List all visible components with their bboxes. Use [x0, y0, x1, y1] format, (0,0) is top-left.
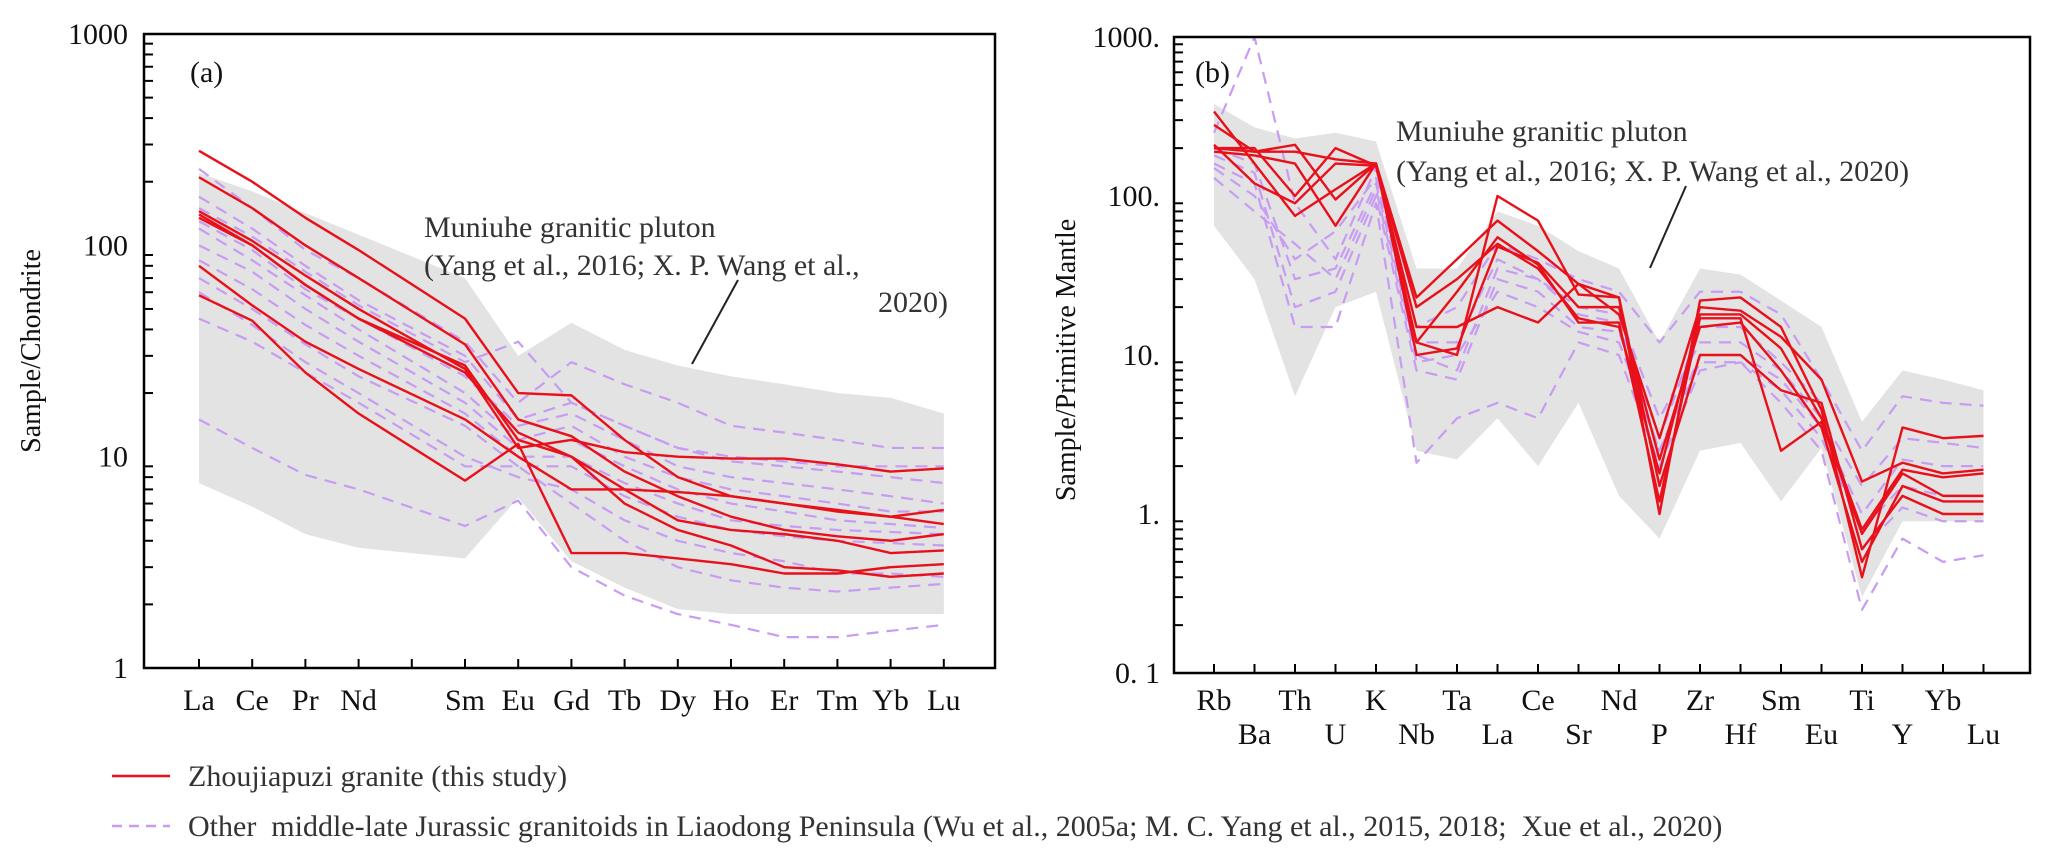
- panel-a-red-line-3: [198, 210, 944, 473]
- panel-a-y-axis: 1 10 100 1000: [68, 18, 153, 685]
- panel-b-muniuhe-envelope: [1214, 103, 1984, 598]
- panel-b-annotation-leader: [1649, 185, 1687, 269]
- panel-a-x-axis: La Ce Pr Nd Sm Eu Gd Tb Dy Ho Er Tm Yb Lu: [183, 659, 960, 717]
- legend-item-zhoujiapuzi: Zhoujiapuzi granite (this study): [112, 760, 567, 793]
- panel-a-x-tick-label: Tm: [817, 684, 859, 717]
- panel-b-y-axis: 0. 1 1. 10. 100. 1000.: [1093, 21, 1183, 690]
- panel-b-purple-line-1: [1212, 35, 1984, 452]
- panel-b-x-tick-label: U: [1325, 718, 1347, 751]
- panel-b-y-tick-label: 0. 1: [1115, 657, 1160, 690]
- legend: Zhoujiapuzi granite (this study) Other m…: [112, 760, 1722, 843]
- panel-a-red-line-5: [198, 264, 944, 526]
- panel-a-purple-line-1: [198, 168, 944, 450]
- panel-b-x-tick-label: Ti: [1849, 684, 1875, 717]
- panel-b-y-tick-label: 100.: [1108, 180, 1161, 213]
- panel-a-red-line-1: [198, 149, 944, 518]
- panel-a-purple-line-10: [198, 418, 944, 639]
- panel-a-red-line-6: [198, 294, 944, 575]
- panel-a-y-tick-label: 1: [113, 652, 128, 685]
- panel-b-x-tick-label: Lu: [1967, 718, 2000, 751]
- panel-a-y-tick-label: 100: [83, 229, 128, 262]
- panel-b-purple-line-6: [1213, 177, 1984, 611]
- panel-a-red-series-layer: [198, 149, 944, 579]
- panel-a-x-tick-label: Pr: [292, 684, 319, 717]
- panel-b: Muniuhe granitic pluton (Yang et al., 20…: [1051, 21, 2032, 751]
- panel-a-purple-line-3: [198, 220, 944, 505]
- panel-b-annotation: Muniuhe granitic pluton (Yang et al., 20…: [1396, 115, 1909, 269]
- panel-a-frame: [142, 32, 997, 670]
- panel-b-x-tick-label: Hf: [1725, 718, 1757, 751]
- panel-a: Muniuhe granitic pluton (Yang et al., 20…: [16, 18, 997, 717]
- panel-b-red-line-2: [1213, 123, 1984, 483]
- panel-a-annotation-line2: (Yang et al., 2016; X. P. Wang et al.,: [424, 249, 860, 282]
- panel-a-purple-line-9: [198, 317, 944, 593]
- panel-a-annotation: Muniuhe granitic pluton (Yang et al., 20…: [424, 211, 948, 365]
- panel-a-red-line-7: [198, 216, 944, 579]
- panel-b-y-tick-label: 1.: [1138, 498, 1161, 531]
- panel-a-label: (a): [190, 56, 223, 89]
- panel-b-x-tick-label: K: [1365, 684, 1387, 717]
- panel-a-y-axis-title: Sample/Chondrite: [16, 249, 47, 453]
- panel-a-y-tick-label: 10: [98, 441, 128, 474]
- panel-a-x-tick-label: Yb: [872, 684, 909, 717]
- panel-a-x-tick-label: Eu: [502, 684, 535, 717]
- panel-b-x-tick-label: Sr: [1565, 718, 1592, 751]
- panel-b-x-tick-label: P: [1651, 718, 1668, 751]
- panel-b-red-line-4: [1213, 150, 1984, 564]
- panel-a-annotation-line3: 2020): [878, 286, 948, 319]
- panel-b-x-tick-label: Ba: [1238, 718, 1271, 751]
- panel-a-x-tick-label: Er: [770, 684, 798, 717]
- panel-a-x-tick-label: Gd: [553, 684, 590, 717]
- panel-a-annotation-leader: [691, 279, 739, 365]
- panel-b-x-tick-label: Eu: [1805, 718, 1838, 751]
- panel-a-x-tick-label: Sm: [445, 684, 485, 717]
- panel-b-annotation-line2: (Yang et al., 2016; X. P. Wang et al., 2…: [1396, 155, 1909, 188]
- panel-a-x-tick-label: Ce: [236, 684, 269, 717]
- panel-b-x-tick-label: Ce: [1521, 684, 1554, 717]
- panel-b-purple-line-3: [1213, 154, 1984, 516]
- panel-a-red-line-2: [198, 176, 944, 542]
- panel-b-x-tick-label: Ta: [1442, 684, 1472, 717]
- panel-a-y-tick-label: 1000: [68, 18, 128, 51]
- panel-b-label: (b): [1195, 56, 1230, 89]
- panel-b-frame: [1172, 35, 2032, 675]
- panel-b-y-axis-title: Sample/Primitive Mantle: [1051, 219, 1082, 501]
- panel-b-purple-line-2: [1213, 147, 1984, 488]
- panel-b-x-tick-label: Y: [1892, 718, 1914, 751]
- panel-a-muniuhe-envelope: [199, 172, 944, 615]
- panel-b-x-axis: Rb Th K Ta Ce Nd Zr Sm Ti Yb Ba U Nb La Sr P Hf Eu Y Lu: [1196, 664, 2000, 751]
- panel-b-x-tick-label: La: [1482, 718, 1514, 751]
- panel-b-x-tick-label: Sm: [1761, 684, 1801, 717]
- panel-a-annotation-line1: Muniuhe granitic pluton: [424, 211, 716, 244]
- panel-a-envelope-layer: [199, 172, 944, 615]
- panel-a-x-tick-label: Dy: [659, 684, 696, 717]
- panel-a-x-tick-label: La: [183, 684, 215, 717]
- panel-b-x-tick-label: Nb: [1398, 718, 1435, 751]
- panel-b-y-tick-label: 1000.: [1093, 21, 1161, 54]
- panel-b-x-tick-label: Yb: [1925, 684, 1962, 717]
- legend-label-other-granitoids: Other middle-late Jurassic granitoids in…: [188, 810, 1722, 843]
- panel-b-x-tick-label: Th: [1278, 684, 1311, 717]
- panel-b-x-tick-label: Nd: [1601, 684, 1638, 717]
- panel-b-red-line-1: [1213, 110, 1984, 579]
- panel-b-red-series-layer: [1213, 110, 1984, 579]
- panel-a-purple-line-4: [198, 227, 944, 513]
- panel-b-red-line-5: [1214, 146, 1984, 551]
- legend-label-zhoujiapuzi: Zhoujiapuzi granite (this study): [188, 760, 567, 793]
- panel-b-x-tick-label: Zr: [1686, 684, 1714, 717]
- panel-b-y-tick-label: 10.: [1123, 339, 1161, 372]
- panel-a-x-tick-label: Ho: [713, 684, 750, 717]
- panel-b-red-line-6: [1213, 143, 1984, 536]
- panel-a-x-tick-label: Nd: [340, 684, 377, 717]
- panel-b-annotation-line1: Muniuhe granitic pluton: [1396, 115, 1688, 148]
- panel-a-x-tick-label: Tb: [608, 684, 641, 717]
- panel-a-x-tick-label: Lu: [927, 684, 960, 717]
- legend-item-other-granitoids: Other middle-late Jurassic granitoids in…: [112, 810, 1722, 843]
- panel-b-envelope-layer: [1214, 103, 1984, 598]
- panel-b-x-tick-label: Rb: [1196, 684, 1231, 717]
